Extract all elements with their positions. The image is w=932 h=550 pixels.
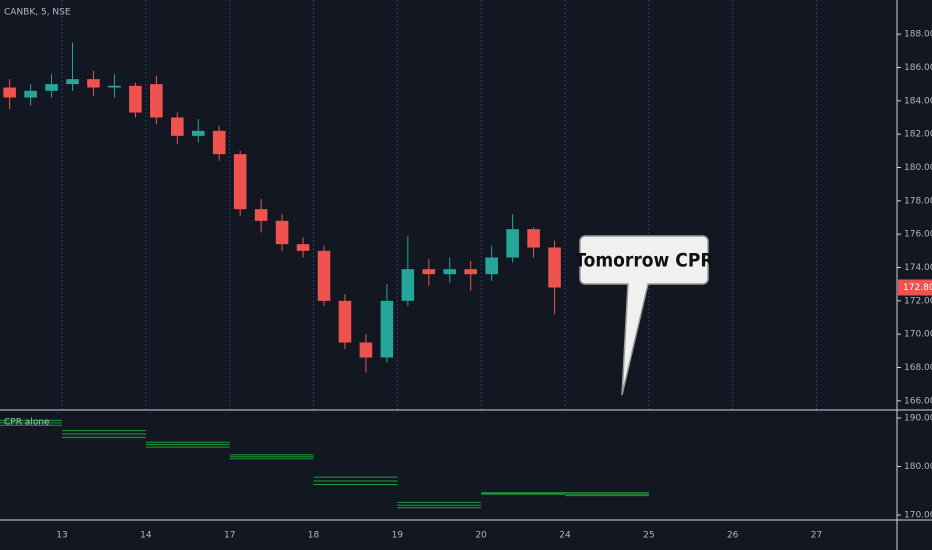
- candle-body: [171, 117, 184, 136]
- x-tick-label: 24: [559, 531, 571, 541]
- y-tick-label: 178.00: [904, 196, 932, 206]
- x-tick-label: 19: [392, 531, 404, 541]
- candle-body: [548, 247, 561, 288]
- y-tick-label: 182.00: [904, 130, 932, 140]
- candle-body: [3, 87, 16, 98]
- y-tick-label: 180.00: [904, 163, 932, 173]
- y-tick-label: 170.00: [904, 511, 932, 521]
- candle-body: [45, 84, 58, 91]
- chart-title: CANBK, 5, NSE: [4, 8, 71, 18]
- candle-body: [275, 220, 289, 245]
- candle-body: [464, 269, 478, 275]
- y-tick-label: 184.00: [904, 96, 932, 106]
- y-tick-label: 176.00: [904, 230, 932, 240]
- candle-body: [380, 300, 394, 358]
- candle-body: [254, 209, 268, 221]
- candle-body: [317, 250, 331, 301]
- candle-body: [191, 130, 205, 136]
- y-tick-label: 168.00: [904, 363, 932, 373]
- candle-body: [338, 300, 352, 343]
- candle-body: [233, 154, 247, 210]
- y-tick-label: 180.00: [904, 462, 932, 472]
- x-tick-label: 18: [308, 531, 320, 541]
- last-price-label: 172.80: [903, 283, 932, 293]
- x-tick-label: 13: [56, 531, 67, 541]
- y-tick-label: 166.00: [904, 396, 932, 406]
- x-tick-label: 26: [727, 531, 739, 541]
- callout: Tomorrow CPR: [574, 235, 714, 396]
- y-tick-label: 172.00: [904, 296, 932, 306]
- candle-body: [485, 257, 498, 275]
- y-tick-label: 170.00: [904, 330, 932, 340]
- candle-body: [422, 269, 436, 275]
- y-tick-label: 188.00: [904, 30, 932, 40]
- callout-text: Tomorrow CPR: [574, 250, 713, 272]
- candle-body: [296, 244, 310, 251]
- x-tick-label: 17: [224, 531, 235, 541]
- x-tick-label: 27: [811, 531, 822, 541]
- x-tick-label: 14: [140, 531, 152, 541]
- y-tick-label: 190.00: [904, 414, 932, 424]
- x-tick-label: 25: [643, 531, 654, 541]
- candle-body: [129, 85, 142, 113]
- candle-body: [66, 79, 79, 85]
- candle-body: [401, 269, 415, 301]
- candle-body: [212, 130, 226, 155]
- last-price-box: [898, 279, 932, 296]
- y-tick-label: 174.00: [904, 263, 932, 273]
- candle-body: [108, 85, 121, 88]
- candle-body: [506, 229, 519, 258]
- candle-body: [527, 229, 540, 248]
- candle-body: [443, 269, 457, 275]
- candle-body: [359, 342, 373, 358]
- x-tick-label: 20: [475, 531, 487, 541]
- callout-bubble: [579, 235, 709, 396]
- indicator-title: CPR alone: [4, 418, 50, 428]
- candle-body: [87, 79, 100, 88]
- candle-body: [150, 84, 163, 118]
- y-tick-label: 186.00: [904, 63, 932, 73]
- candle-body: [24, 90, 37, 98]
